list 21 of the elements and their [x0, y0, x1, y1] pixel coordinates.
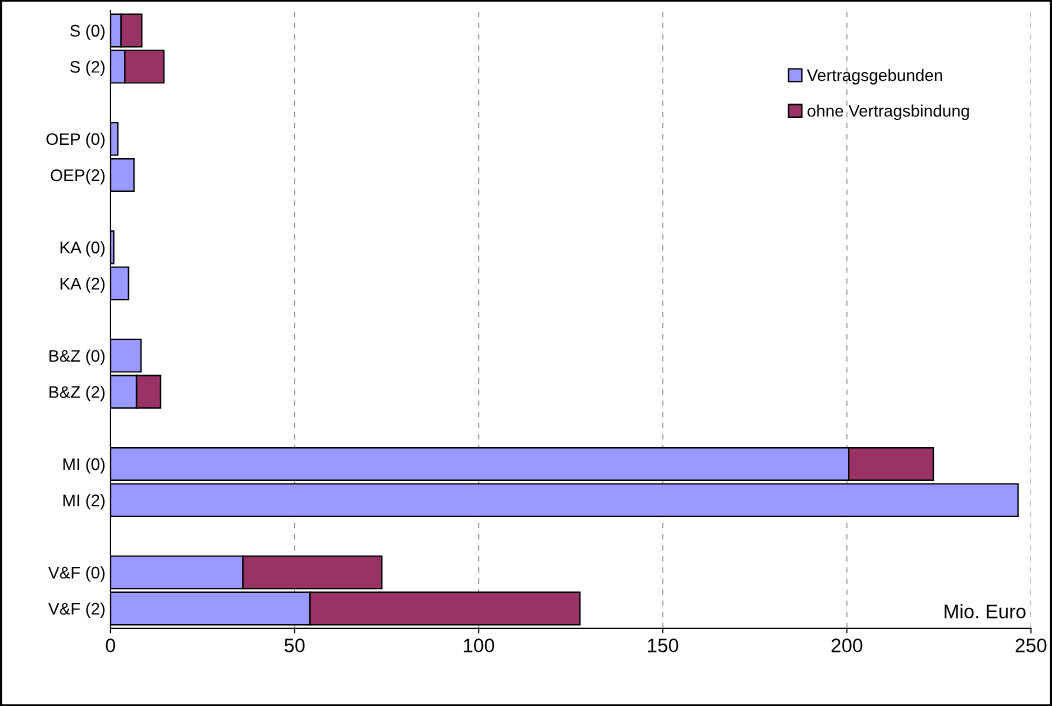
y-tick-label: MI (0) [63, 457, 105, 474]
y-tick-label: S (2) [70, 60, 105, 77]
y-tick-label: KA (0) [60, 241, 105, 257]
annotation: Mio. Euro [944, 604, 1026, 619]
legend-label: ohne Vertragsbindung [807, 104, 969, 121]
x-tick-label: 200 [831, 638, 863, 653]
y-tick-label: OEP (0) [46, 132, 105, 149]
x-tick-label: 50 [284, 638, 305, 653]
y-tick-label: B&Z (2) [49, 385, 105, 402]
y-tick-label: OEP(2) [50, 168, 105, 185]
y-tick-label: B&Z (0) [49, 349, 105, 366]
y-tick-label: MI (2) [63, 494, 105, 510]
y-tick-label: KA (2) [60, 277, 105, 293]
x-tick-label: 150 [648, 638, 679, 653]
y-tick-label: V&F (2) [48, 602, 105, 618]
x-tick-label: 250 [1015, 638, 1047, 653]
y-tick-label: S (0) [70, 24, 105, 40]
legend-label: Vertragsgebunden [806, 68, 942, 85]
y-tick-label: V&F (0) [48, 566, 105, 582]
x-tick-label: 100 [463, 638, 495, 653]
x-tick-label: 0 [105, 638, 116, 653]
